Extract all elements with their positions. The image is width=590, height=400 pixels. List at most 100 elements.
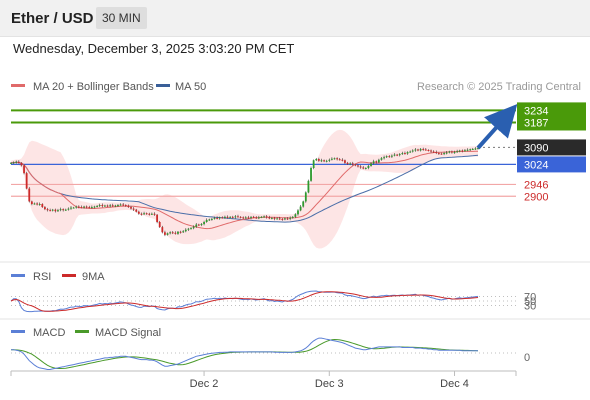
price-level-label: 2946 <box>524 179 548 191</box>
candle <box>106 205 109 207</box>
moving-averages <box>10 150 479 230</box>
candle <box>51 209 54 211</box>
candle <box>430 150 432 152</box>
candle <box>83 206 85 208</box>
credit-label: Research © 2025 Trading Central <box>417 81 581 93</box>
ma20-legend-label: MA 20 + Bollinger Bands <box>33 81 154 93</box>
candle <box>62 209 65 211</box>
candle <box>276 218 279 220</box>
candle <box>122 204 125 206</box>
candle <box>338 159 341 161</box>
macd-zero-label: 0 <box>524 352 530 364</box>
candle <box>205 219 208 222</box>
candle <box>414 149 417 151</box>
candle <box>96 206 99 208</box>
pivot-label-box <box>517 156 586 173</box>
candle <box>351 163 354 165</box>
candle <box>409 151 412 153</box>
candle <box>213 217 216 219</box>
candle <box>417 149 419 151</box>
candle <box>466 149 469 151</box>
candle <box>203 222 205 225</box>
candle <box>208 219 211 221</box>
candle <box>419 148 422 151</box>
candle <box>36 203 38 205</box>
candle <box>255 217 258 219</box>
candle <box>401 153 404 155</box>
candle <box>109 205 112 207</box>
candle <box>469 149 472 151</box>
candle <box>273 217 276 219</box>
candle <box>336 158 339 160</box>
price-level-label: 3090 <box>524 142 548 154</box>
time-tick-label: Dec 4 <box>440 378 469 390</box>
candle <box>372 161 375 164</box>
candle <box>370 163 372 166</box>
time-tick-label: Dec 2 <box>190 378 219 390</box>
candle <box>464 150 466 152</box>
last-price-label-box <box>517 139 586 156</box>
price-level-label: 2900 <box>524 191 548 203</box>
candle <box>362 167 365 169</box>
candle <box>130 207 132 209</box>
candle <box>461 150 464 152</box>
candle <box>17 161 20 163</box>
candle <box>375 161 378 163</box>
candle <box>383 157 385 159</box>
candle <box>114 205 117 207</box>
candle <box>38 204 41 205</box>
candle <box>260 216 263 218</box>
candle <box>234 216 237 218</box>
candle <box>404 153 406 155</box>
candle <box>411 150 414 152</box>
candle <box>98 205 101 207</box>
candle <box>364 168 367 169</box>
macd-panel: 0 <box>11 337 530 370</box>
candle <box>59 209 62 211</box>
candle <box>229 216 232 218</box>
candle <box>252 216 255 218</box>
candle <box>328 159 331 161</box>
candle <box>10 162 12 164</box>
candle <box>12 162 15 164</box>
candle <box>286 218 289 220</box>
candle <box>143 213 145 215</box>
candle <box>182 231 185 233</box>
candle <box>445 152 448 154</box>
candle <box>224 216 226 218</box>
candle <box>424 149 427 151</box>
ma20-line <box>10 150 479 230</box>
candle <box>195 224 198 227</box>
candle <box>150 213 153 215</box>
macd-signal-line <box>11 338 479 369</box>
candle <box>192 226 195 229</box>
candle <box>23 165 25 174</box>
candle <box>289 217 292 219</box>
candle <box>124 205 127 207</box>
candle <box>187 228 190 230</box>
candle <box>117 205 119 207</box>
candle <box>317 159 320 161</box>
macd-legend-swatch <box>11 330 25 333</box>
candle <box>406 152 409 154</box>
candle <box>304 192 307 202</box>
candle <box>72 207 75 209</box>
candle <box>320 160 323 162</box>
candle <box>310 168 312 181</box>
candle <box>451 151 453 153</box>
bollinger-band-fill <box>11 129 478 249</box>
timeframe-button[interactable]: 30 MIN <box>96 7 147 29</box>
candle <box>231 216 234 218</box>
candle <box>422 148 425 150</box>
candle <box>307 180 310 193</box>
candle <box>325 160 328 162</box>
candle <box>93 206 96 208</box>
candle <box>427 150 430 151</box>
candle <box>145 213 148 215</box>
candle <box>158 222 161 228</box>
candle <box>357 165 359 167</box>
candle <box>359 166 362 168</box>
candle <box>64 209 67 211</box>
candle <box>291 216 294 218</box>
